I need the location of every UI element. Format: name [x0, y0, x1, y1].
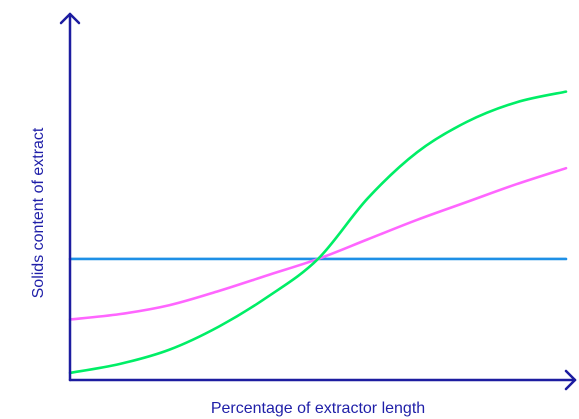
plot-area: Percentage of extractor length Solids co…: [30, 12, 577, 417]
x-axis-label: Percentage of extractor length: [211, 400, 425, 417]
y-axis-arrow-icon: [59, 12, 81, 25]
y-axis-label: Solids content of extract: [30, 127, 47, 298]
series-layer: [68, 90, 568, 375]
series-line-moderate: [68, 166, 568, 321]
x-axis-arrow-icon: [564, 369, 577, 391]
series-line-steep: [68, 90, 568, 375]
